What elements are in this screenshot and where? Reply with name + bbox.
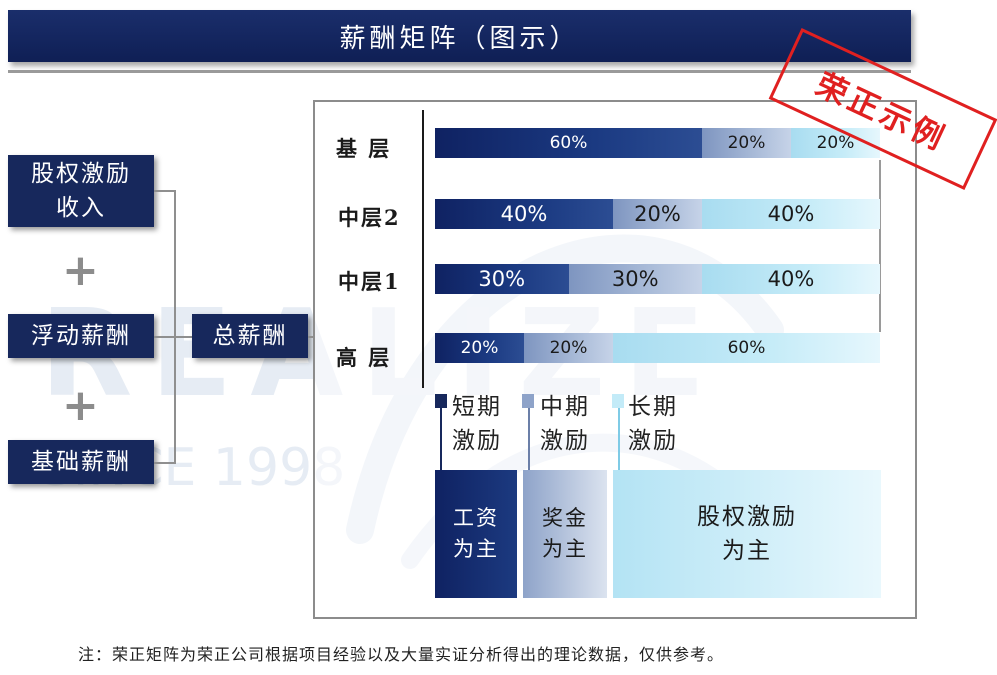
bracket-line: [174, 336, 192, 338]
legend-short-line1: 短期: [452, 394, 502, 420]
chart-right-guide: [879, 160, 881, 332]
page-title: 薪酬矩阵（图示）: [8, 10, 911, 62]
column-equity: 股权激励 为主: [613, 470, 881, 598]
bar-value-label: 30%: [478, 267, 526, 291]
legend-mid: 中期 激励: [540, 390, 590, 458]
row-label-base: 基 层: [336, 136, 392, 161]
equity-income-label: 股权激励收入: [31, 161, 131, 221]
variable-pay-label: 浮动薪酬: [31, 323, 131, 349]
bar-segment-short: 40%: [435, 199, 613, 229]
legend-long-line2: 激励: [628, 428, 678, 454]
bar-value-label: 20%: [816, 133, 855, 153]
bar-segment-mid: 20%: [702, 128, 791, 158]
bracket-line: [174, 190, 176, 464]
total-pay-box: 总薪酬: [192, 314, 308, 358]
legend-connector-mid: [528, 408, 530, 470]
bar-value-label: 60%: [727, 338, 766, 358]
legend-connector-short: [440, 408, 442, 470]
variable-pay-box: 浮动薪酬: [8, 314, 154, 358]
bar-value-label: 60%: [549, 133, 588, 153]
legend-long: 长期 激励: [628, 390, 678, 458]
bracket-line: [154, 336, 176, 338]
bar-value-label: 40%: [767, 202, 815, 226]
bar-value-label: 20%: [634, 202, 681, 226]
bar-value-label: 40%: [767, 267, 815, 291]
legend-mid-line2: 激励: [540, 428, 590, 454]
bracket-line: [154, 190, 176, 192]
bar-value-label: 40%: [500, 202, 548, 226]
chart-axis: [422, 110, 424, 388]
title-divider: [8, 70, 911, 73]
row-label-mid2: 中层2: [338, 205, 401, 230]
bar-segment-mid: 20%: [524, 333, 613, 363]
legend-connector-long: [618, 408, 620, 470]
legend-mid-line1: 中期: [540, 394, 590, 420]
column-bonus: 奖金 为主: [523, 470, 607, 598]
footnote: 注：荣正矩阵为荣正公司根据项目经验以及大量实证分析得出的理论数据，仅供参考。: [78, 645, 725, 664]
bar-segment-short: 20%: [435, 333, 524, 363]
bar-value-label: 20%: [549, 338, 588, 358]
column-equity-line2: 为主: [722, 538, 772, 564]
equity-income-box: 股权激励收入: [8, 155, 154, 227]
legend-swatch-mid: [522, 394, 534, 408]
column-salary-line1: 工资: [453, 506, 499, 530]
column-bonus-line1: 奖金: [542, 506, 588, 530]
bar-segment-long: 40%: [702, 264, 880, 294]
plus-icon: +: [62, 245, 99, 296]
legend-short: 短期 激励: [452, 390, 502, 458]
column-salary: 工资 为主: [435, 470, 517, 598]
column-bonus-line2: 为主: [542, 537, 588, 561]
legend-long-line1: 长期: [628, 394, 678, 420]
bar-value-label: 20%: [460, 338, 499, 358]
base-pay-box: 基础薪酬: [8, 440, 154, 484]
legend-swatch-short: [435, 394, 447, 408]
bar-segment-short: 30%: [435, 264, 569, 294]
bar-value-label: 20%: [727, 133, 766, 153]
bar-segment-long: 40%: [702, 199, 880, 229]
bracket-line: [308, 336, 314, 338]
bracket-line: [154, 462, 176, 464]
bar-segment-mid: 20%: [613, 199, 702, 229]
legend-short-line2: 激励: [452, 428, 502, 454]
bar-value-label: 30%: [611, 267, 659, 291]
bar-segment-long: 60%: [613, 333, 880, 363]
plus-icon: +: [62, 380, 99, 431]
bar-segment-long: 20%: [791, 128, 880, 158]
row-label-mid1: 中层1: [338, 269, 401, 294]
legend-swatch-long: [612, 394, 624, 408]
row-label-senior: 高 层: [336, 345, 392, 370]
bar-segment-mid: 30%: [568, 264, 702, 294]
bar-segment-short: 60%: [435, 128, 702, 158]
column-salary-line2: 为主: [453, 537, 499, 561]
column-equity-line1: 股权激励: [697, 504, 797, 530]
base-pay-label: 基础薪酬: [31, 449, 131, 475]
total-pay-label: 总薪酬: [212, 323, 288, 349]
